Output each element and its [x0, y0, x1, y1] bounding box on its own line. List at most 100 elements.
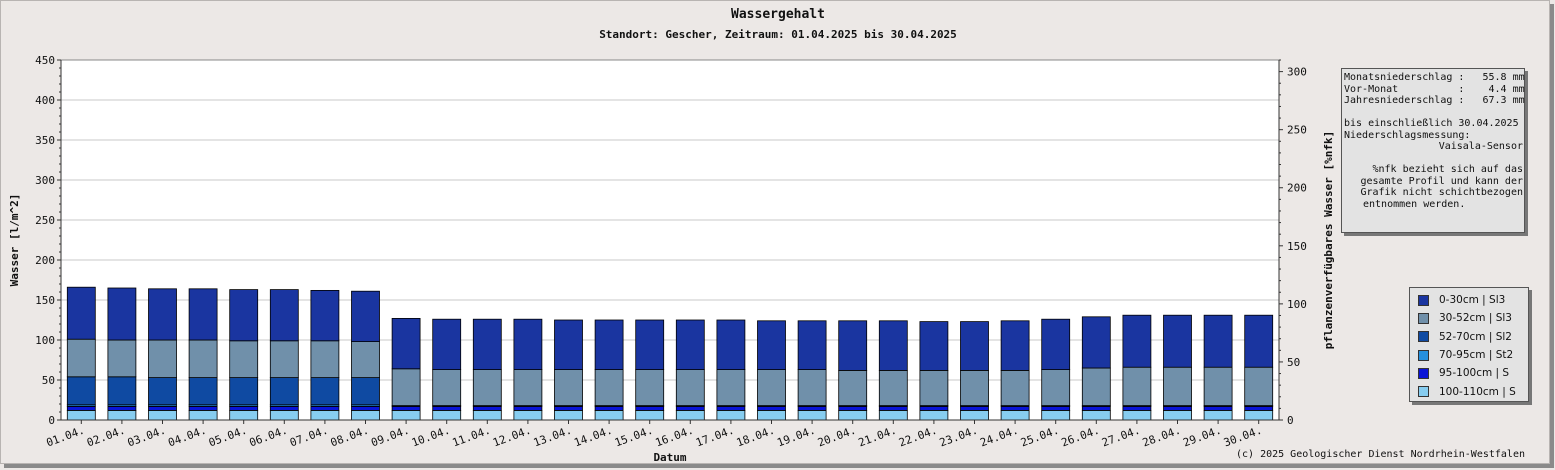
bar-segment: [1081, 367, 1111, 406]
bar-segment: [107, 287, 137, 341]
bar-segment: [1244, 405, 1274, 411]
bar-segment: [1081, 316, 1111, 369]
x-tick-label: 02.04.: [85, 424, 127, 450]
bar-segment: [594, 319, 624, 370]
bar-segment: [391, 317, 421, 370]
x-tick-label: 16.04.: [654, 424, 696, 450]
bar-segment: [269, 377, 299, 406]
y-tick-label: 450: [35, 54, 55, 67]
plot-area: [60, 59, 1280, 421]
legend-item: 95-100cm | S: [1410, 364, 1528, 382]
legend-label: 95-100cm | S: [1439, 367, 1510, 380]
bar-segment: [269, 409, 299, 421]
bar-segment: [960, 409, 989, 421]
bar-segment: [66, 409, 96, 421]
info-measurement-label: Niederschlagsmessung:: [1344, 129, 1471, 141]
legend-item: 30-52cm | Sl3: [1410, 309, 1528, 327]
legend-label: 0-30cm | Sl3: [1439, 294, 1506, 307]
x-tick-label: 01.04.: [45, 424, 87, 450]
bar-segment: [1000, 320, 1030, 371]
bar-segment: [391, 405, 421, 411]
x-axis-label: Datum: [653, 451, 686, 464]
bar-segment: [1203, 409, 1233, 421]
bar-segment: [554, 409, 583, 421]
x-tick-label: 19.04.: [775, 424, 817, 450]
bar-segment: [148, 288, 177, 341]
bar-segment: [513, 405, 543, 411]
bar-segment: [919, 405, 949, 411]
info-until-date: bis einschließlich 30.04.2025: [1344, 118, 1519, 129]
x-tick-label: 24.04.: [978, 424, 1020, 450]
bar-segment: [310, 405, 340, 411]
bar-segment: [1244, 314, 1274, 368]
legend-swatch: [1418, 312, 1429, 324]
bar-segment: [513, 369, 543, 407]
bar-segment: [1163, 405, 1192, 411]
x-tick-label: 08.04.: [329, 424, 371, 450]
bar-segment: [229, 289, 259, 342]
x-tick-label: 13.04.: [532, 424, 574, 450]
bar-segment: [757, 320, 786, 370]
bar-segment: [310, 409, 340, 421]
bar-segment: [716, 405, 746, 411]
bar-segment: [960, 321, 989, 371]
legend-item: 100-110cm | S: [1410, 382, 1528, 400]
bar-segment: [838, 369, 868, 406]
bar-segment: [1163, 366, 1192, 407]
bar-segment: [1122, 366, 1152, 407]
legend-swatch: [1418, 331, 1429, 343]
bar-segment: [148, 409, 177, 421]
x-tick-label: 26.04.: [1060, 424, 1102, 450]
legend-item: 0-30cm | Sl3: [1410, 291, 1528, 309]
bar-segment: [838, 320, 868, 371]
y2-tick-label: 200: [1287, 182, 1307, 195]
info-spacer: [1344, 107, 1524, 119]
legend-item: 70-95cm | St2: [1410, 346, 1528, 364]
bar-segment: [66, 338, 96, 378]
y2-tick-label: 250: [1287, 124, 1307, 137]
bar-segment: [919, 409, 949, 421]
x-tick-label: 06.04.: [248, 424, 290, 450]
x-tick-label: 11.04.: [451, 424, 493, 450]
y2-tick-label: 300: [1287, 66, 1307, 79]
bar-segment: [757, 405, 786, 411]
x-tick-label: 23.04.: [938, 424, 980, 450]
bar-segment: [66, 286, 96, 340]
y2-tick-label: 50: [1287, 356, 1300, 369]
legend-swatch: [1418, 349, 1429, 361]
bar-segment: [1203, 366, 1233, 407]
bar-segment: [635, 319, 665, 370]
info-note-4: entnommen werden.: [1363, 198, 1466, 210]
bar-segment: [1000, 409, 1030, 421]
x-tick-label: 12.04.: [491, 424, 533, 450]
y2-tick-label: 0: [1287, 414, 1294, 427]
info-note-1: %nfk bezieht sich auf das: [1372, 164, 1523, 175]
chart-title: Wassergehalt: [731, 7, 825, 22]
x-tick-label: 03.04.: [126, 424, 168, 450]
info-sensor: Vaisala-Sensor: [1438, 141, 1523, 152]
y2-axis-label: pflanzenverfügbares Wasser [%nfk]: [1322, 131, 1335, 350]
bar-segment: [472, 405, 502, 411]
legend-swatch: [1418, 367, 1429, 379]
bar-segment: [1081, 409, 1111, 421]
x-tick-label: 20.04.: [816, 424, 858, 450]
bar-segment: [432, 409, 462, 421]
bar-segment: [1203, 314, 1233, 368]
bar-segment: [229, 377, 259, 406]
bar-segment: [351, 377, 380, 406]
bar-segment: [148, 377, 177, 406]
bar-segment: [878, 405, 908, 411]
bar-segment: [878, 320, 908, 371]
bar-segment: [107, 409, 137, 421]
legend: 0-30cm | Sl3 30-52cm | Sl3 52-70cm | Sl2 70…: [1409, 287, 1529, 402]
bar-segment: [310, 340, 340, 378]
x-tick-label: 25.04.: [1019, 424, 1061, 450]
x-tick-label: 07.04.: [288, 424, 330, 450]
x-tick-label: 09.04.: [369, 424, 411, 450]
bar-segment: [757, 409, 786, 421]
bar-segment: [1122, 409, 1152, 421]
bar-segment: [391, 368, 421, 406]
bar-segment: [1041, 369, 1071, 407]
bar-segment: [1163, 409, 1192, 421]
bar-segment: [107, 405, 137, 411]
